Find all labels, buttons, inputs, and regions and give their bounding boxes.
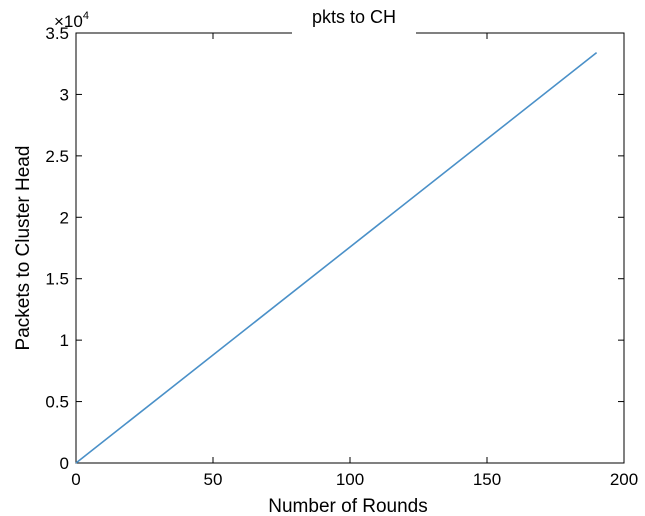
chart-title: pkts to CH bbox=[312, 7, 396, 27]
series-layer bbox=[75, 52, 598, 464]
y-axis-label: Packets to Cluster Head bbox=[13, 146, 34, 351]
x-tick-label: 50 bbox=[204, 470, 223, 489]
y-tick-label: 3.5 bbox=[45, 24, 69, 43]
y-tick-label: 1.5 bbox=[45, 270, 69, 289]
y-tick-label: 0.5 bbox=[45, 393, 69, 412]
y-multiplier-base: ×10 bbox=[54, 12, 83, 31]
y-tick-label: 1 bbox=[60, 331, 69, 350]
x-tick-label: 150 bbox=[473, 470, 501, 489]
x-tick-label: 200 bbox=[610, 470, 638, 489]
x-tick-label: 0 bbox=[71, 470, 80, 489]
series-line bbox=[75, 52, 598, 464]
y-tick-label: 2 bbox=[60, 208, 69, 227]
x-axis-label: Number of Rounds bbox=[268, 496, 427, 516]
title-backdrop bbox=[292, 22, 416, 42]
x-axis: 0 50 100 150 200 bbox=[71, 33, 638, 489]
y-axis: 0 0.5 1 1.5 2 2.5 3 3.5 bbox=[45, 24, 624, 473]
y-axis-multiplier: ×104 bbox=[54, 10, 89, 31]
y-tick-label: 2.5 bbox=[45, 147, 69, 166]
y-tick-label: 0 bbox=[60, 454, 69, 473]
x-tick-label: 100 bbox=[336, 470, 364, 489]
y-tick-label: 3 bbox=[60, 85, 69, 104]
y-multiplier-exponent: 4 bbox=[83, 10, 89, 22]
